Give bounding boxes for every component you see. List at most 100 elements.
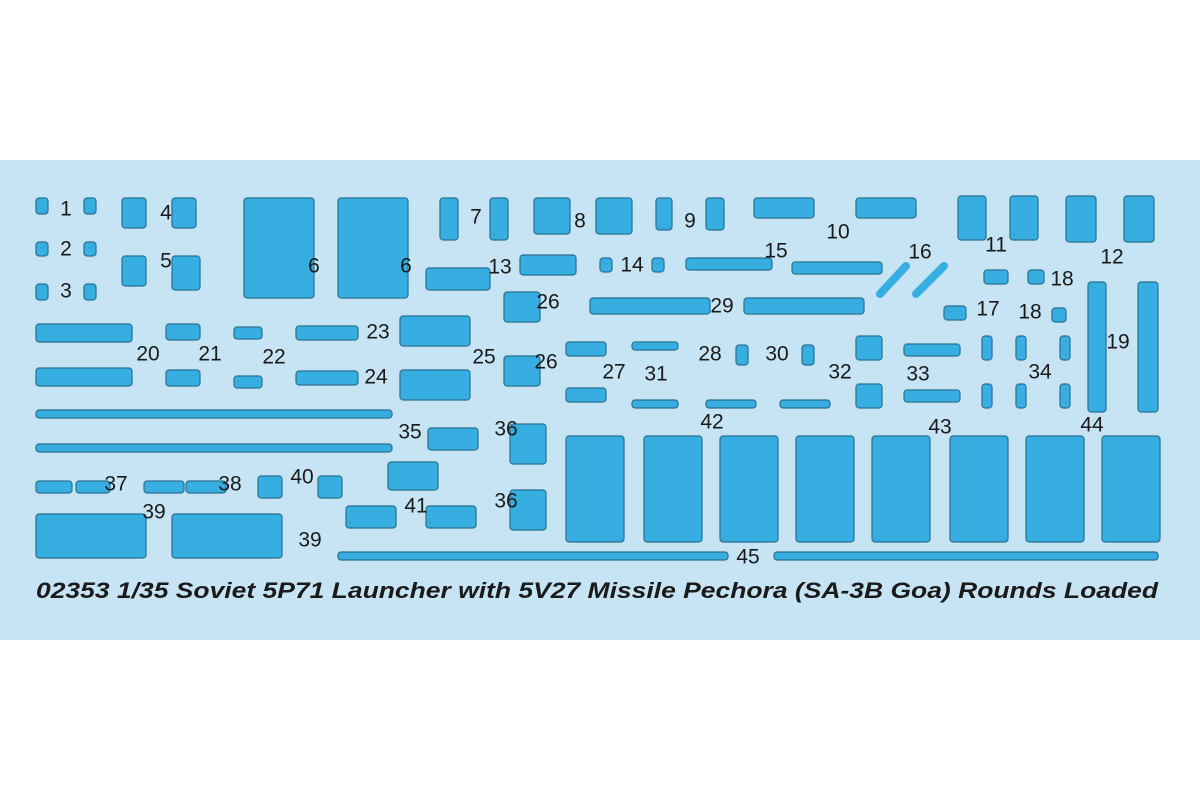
decal — [655, 197, 673, 231]
decal-number: 33 — [906, 363, 929, 386]
decal-number: 4 — [160, 202, 172, 225]
decal — [345, 505, 397, 529]
decal — [337, 197, 409, 299]
decal-number: 30 — [765, 343, 788, 366]
decal — [75, 480, 111, 494]
decal — [779, 399, 831, 409]
decal-number: 34 — [1028, 361, 1052, 384]
decal — [705, 197, 725, 231]
decal-number: 13 — [488, 256, 511, 279]
decal — [743, 297, 865, 315]
decal — [801, 344, 815, 366]
decal — [83, 197, 97, 215]
decal — [233, 326, 263, 340]
decal — [1123, 195, 1155, 243]
decal — [519, 254, 577, 276]
decal-number: 36 — [494, 490, 517, 513]
decal — [427, 427, 479, 451]
decal — [35, 197, 49, 215]
decal-number: 31 — [644, 363, 667, 386]
decal-number: 42 — [700, 411, 723, 434]
decal — [171, 513, 283, 559]
decal-number: 28 — [698, 343, 721, 366]
decal-number: 44 — [1080, 414, 1104, 437]
decal — [957, 195, 987, 241]
decal — [1009, 195, 1039, 241]
decal-number: 20 — [136, 343, 159, 366]
decal — [589, 297, 711, 315]
decal-number: 3 — [60, 280, 72, 303]
decal — [425, 267, 491, 291]
decal — [399, 369, 471, 401]
decal — [983, 269, 1009, 285]
decal — [903, 343, 961, 357]
decal — [595, 197, 633, 235]
decal — [855, 383, 883, 409]
decal — [35, 241, 49, 257]
decal — [143, 480, 185, 494]
decal-number: 35 — [398, 421, 421, 444]
decal — [295, 370, 359, 386]
decal — [1101, 435, 1161, 543]
decal-number: 45 — [736, 546, 759, 569]
decal-number: 2 — [60, 238, 72, 261]
decal — [651, 257, 665, 273]
decal-number: 19 — [1106, 331, 1129, 354]
decal — [1065, 195, 1097, 243]
decal-number: 8 — [574, 210, 586, 233]
decal — [981, 335, 993, 361]
decal — [599, 257, 613, 273]
decal — [565, 435, 625, 543]
decal-number: 26 — [536, 291, 559, 314]
decal-number: 29 — [710, 295, 733, 318]
decal — [1059, 335, 1071, 361]
decal-number: 32 — [828, 361, 851, 384]
decal-number: 16 — [908, 241, 931, 264]
decal — [317, 475, 343, 499]
decal — [243, 197, 315, 299]
decal-number: 5 — [160, 250, 172, 273]
decal — [1027, 269, 1045, 285]
decal-number: 21 — [198, 343, 221, 366]
decal-number: 1 — [60, 198, 72, 221]
decal — [121, 197, 147, 229]
decal-number: 18 — [1050, 268, 1073, 291]
decal-number: 41 — [404, 495, 427, 518]
decal-number: 11 — [985, 234, 1007, 257]
decal — [503, 355, 541, 387]
decal — [631, 399, 679, 409]
decal — [171, 197, 197, 229]
decal — [509, 423, 547, 465]
decal — [35, 323, 133, 343]
decal — [1025, 435, 1085, 543]
decal-number: 7 — [470, 206, 482, 229]
decal — [773, 551, 1159, 561]
decal — [503, 291, 541, 323]
sheet-title: 02353 1/35 Soviet 5P71 Launcher with 5V2… — [36, 578, 1159, 603]
decal — [165, 369, 201, 387]
decal-number: 39 — [142, 501, 165, 524]
decal-number: 38 — [218, 473, 241, 496]
decal-number: 40 — [290, 466, 313, 489]
decal-strip — [912, 262, 948, 298]
decal — [439, 197, 459, 241]
decal — [631, 341, 679, 351]
decal — [791, 261, 883, 275]
decal — [35, 443, 393, 453]
decal-number: 36 — [494, 418, 517, 441]
decal — [35, 409, 393, 419]
decal — [35, 367, 133, 387]
decal-number: 24 — [364, 366, 388, 389]
decal — [871, 435, 931, 543]
decal — [1015, 383, 1027, 409]
decal — [257, 475, 283, 499]
decal — [425, 505, 477, 529]
decal — [387, 461, 439, 491]
decal — [295, 325, 359, 341]
decal — [185, 480, 227, 494]
decal — [399, 315, 471, 347]
decal — [685, 257, 773, 271]
decal-number: 23 — [366, 321, 389, 344]
decal — [1137, 281, 1159, 413]
